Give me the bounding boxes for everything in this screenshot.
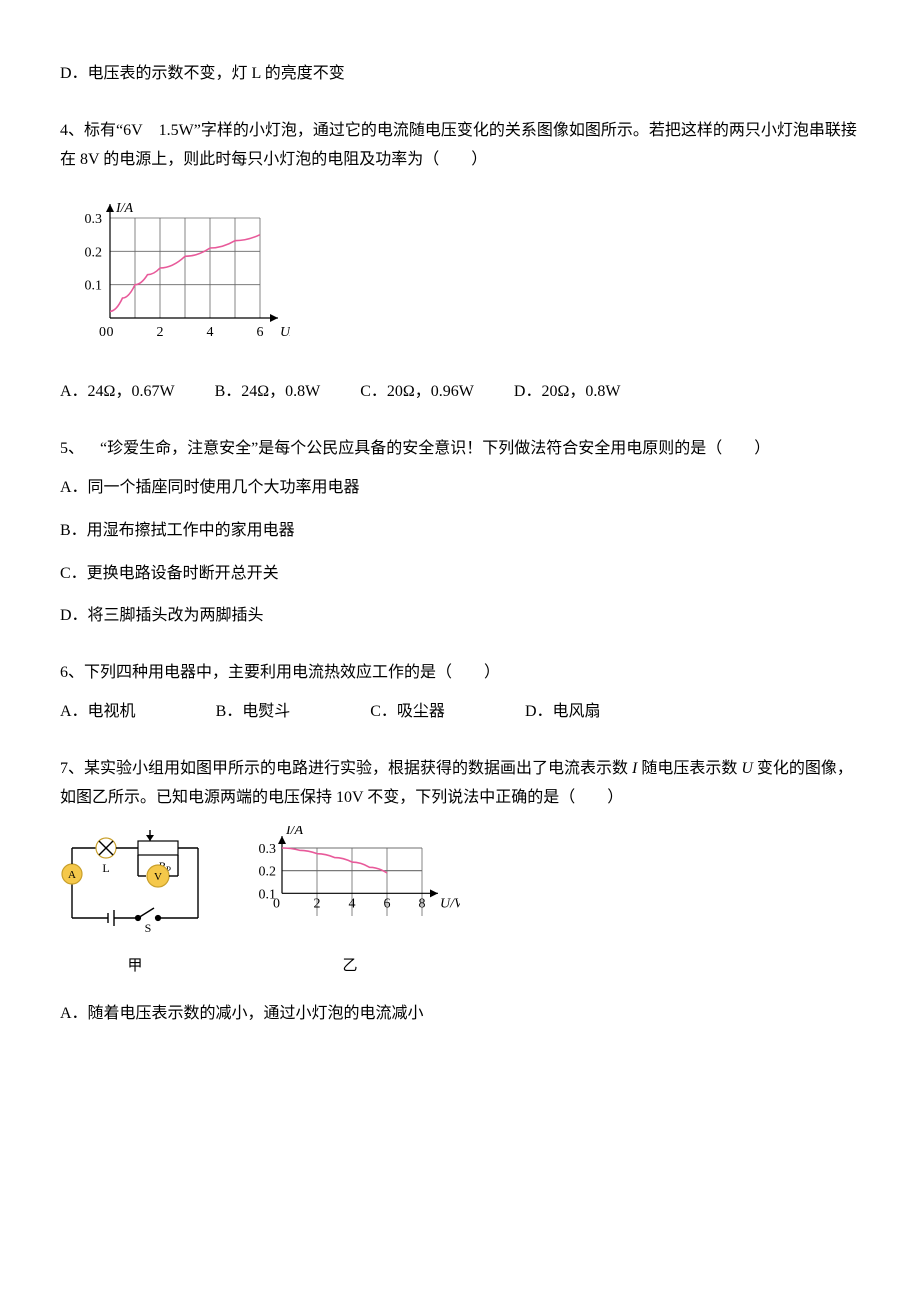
q7-optA: A．随着电压表示数的减小，通过小灯泡的电流减小 <box>60 1000 860 1029</box>
svg-text:4: 4 <box>349 897 356 912</box>
q7-t1: 7、某实验小组用如图甲所示的电路进行实验，根据获得的数据画出了电流表示数 <box>60 760 628 777</box>
q6-text: 6、下列四种用电器中，主要利用电流热效应工作的是（ ） <box>60 659 860 688</box>
svg-text:0: 0 <box>107 325 114 340</box>
svg-text:4: 4 <box>207 325 214 340</box>
q4-optB: B．24Ω，0.8W <box>215 378 321 407</box>
q4-optA: A．24Ω，0.67W <box>60 378 175 407</box>
svg-text:U/V: U/V <box>440 897 460 912</box>
svg-text:P: P <box>147 826 153 829</box>
question-4: 4、标有“6V 1.5W”字样的小灯泡，通过它的电流随电压变化的关系图像如图所示… <box>60 117 860 407</box>
question-3-partial: D．电压表的示数不变，灯 L 的亮度不变 <box>60 60 860 89</box>
q6-optD: D．电风扇 <box>525 698 601 727</box>
q6-optB: B．电熨斗 <box>216 698 291 727</box>
q5-options: A．同一个插座同时使用几个大功率用电器 B．用湿布擦拭工作中的家用电器 C．更换… <box>60 474 860 631</box>
svg-text:0.3: 0.3 <box>259 842 277 857</box>
q7-caption2: 乙 <box>240 953 460 980</box>
q7-I: I <box>632 760 637 777</box>
q4-optC: C．20Ω，0.96W <box>360 378 474 407</box>
q7-text: 7、某实验小组用如图甲所示的电路进行实验，根据获得的数据画出了电流表示数 I 随… <box>60 755 860 813</box>
q6-optC: C．吸尘器 <box>370 698 445 727</box>
q5-text: 5、 “珍爱生命，注意安全”是每个公民应具备的安全意识！下列做法符合安全用电原则… <box>60 435 860 464</box>
svg-text:I/A: I/A <box>115 201 134 216</box>
svg-text:6: 6 <box>257 325 264 340</box>
q7-figures: LPRPSAV 甲 024680.10.20.3U/VI/A 乙 <box>60 826 860 980</box>
svg-text:V: V <box>154 871 162 883</box>
question-7: 7、某实验小组用如图甲所示的电路进行实验，根据获得的数据画出了电流表示数 I 随… <box>60 755 860 1029</box>
q4-chart: 0 2 4 6 0.1 0.2 0.3 0 U/V I/A <box>60 188 860 358</box>
q5-optA: A．同一个插座同时使用几个大功率用电器 <box>60 474 860 503</box>
q7-options: A．随着电压表示数的减小，通过小灯泡的电流减小 <box>60 1000 860 1029</box>
question-6: 6、下列四种用电器中，主要利用电流热效应工作的是（ ） A．电视机 B．电熨斗 … <box>60 659 860 727</box>
question-5: 5、 “珍爱生命，注意安全”是每个公民应具备的安全意识！下列做法符合安全用电原则… <box>60 435 860 631</box>
q7-t2: 随电压表示数 <box>641 760 737 777</box>
q3-optD: D．电压表的示数不变，灯 L 的亮度不变 <box>60 60 860 89</box>
svg-text:2: 2 <box>314 897 321 912</box>
q4-text: 4、标有“6V 1.5W”字样的小灯泡，通过它的电流随电压变化的关系图像如图所示… <box>60 117 860 175</box>
q5-optB: B．用湿布擦拭工作中的家用电器 <box>60 517 860 546</box>
q7-circuit-wrap: LPRPSAV 甲 <box>60 826 210 980</box>
svg-text:6: 6 <box>384 897 391 912</box>
q4-options: A．24Ω，0.67W B．24Ω，0.8W C．20Ω，0.96W D．20Ω… <box>60 378 860 407</box>
q7-caption1: 甲 <box>60 953 210 980</box>
svg-text:0.2: 0.2 <box>85 246 103 261</box>
svg-text:8: 8 <box>419 897 426 912</box>
q4-optD: D．20Ω，0.8W <box>514 378 621 407</box>
svg-text:A: A <box>68 869 76 881</box>
svg-text:I/A: I/A <box>285 826 304 838</box>
svg-text:0.3: 0.3 <box>85 212 103 227</box>
svg-text:U/V: U/V <box>280 325 290 340</box>
svg-text:S: S <box>145 921 152 935</box>
svg-text:2: 2 <box>157 325 164 340</box>
q7-U: U <box>741 760 753 777</box>
q6-options: A．电视机 B．电熨斗 C．吸尘器 D．电风扇 <box>60 698 860 727</box>
svg-text:0: 0 <box>99 325 106 340</box>
q7-chart-wrap: 024680.10.20.3U/VI/A 乙 <box>240 826 460 980</box>
q5-optD: D．将三脚插头改为两脚插头 <box>60 602 860 631</box>
svg-text:0.1: 0.1 <box>85 279 103 294</box>
q6-optA: A．电视机 <box>60 698 136 727</box>
svg-text:0.2: 0.2 <box>259 865 277 880</box>
q5-optC: C．更换电路设备时断开总开关 <box>60 560 860 589</box>
svg-text:0.1: 0.1 <box>259 888 277 903</box>
svg-text:L: L <box>102 861 109 875</box>
